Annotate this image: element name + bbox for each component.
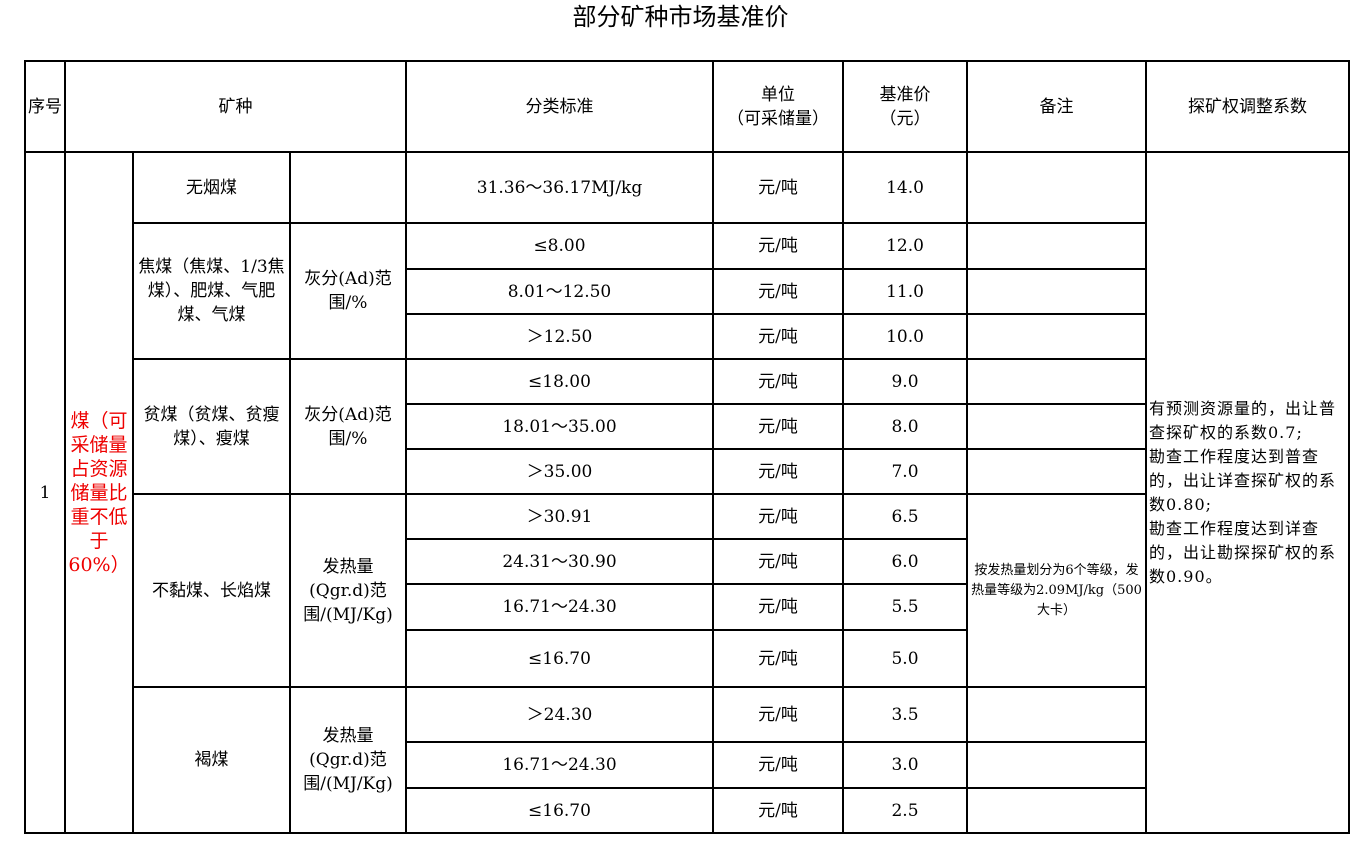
unit-cell: 元/吨 xyxy=(712,448,844,495)
criterion: 发热量(Qgr.d)范围/(MJ/Kg) xyxy=(289,686,407,834)
unit-cell: 元/吨 xyxy=(712,222,844,270)
header-remark: 备注 xyxy=(966,60,1147,153)
table-row: 18.01～35.00 元/吨 8.0 xyxy=(25,403,1349,450)
remark-cell xyxy=(966,222,1147,270)
price-cell: 12.0 xyxy=(842,222,968,270)
unit-cell: 元/吨 xyxy=(712,538,844,585)
standard-cell: ≤16.70 xyxy=(405,787,714,834)
criterion xyxy=(289,151,407,224)
seq-cell: 1 xyxy=(24,151,66,834)
price-cell: 6.0 xyxy=(842,538,968,585)
remark-cell xyxy=(966,787,1147,834)
header-unit: 单位 （可采储量） xyxy=(712,60,844,153)
standard-cell: 16.71～24.30 xyxy=(405,741,714,789)
price-cell: 11.0 xyxy=(842,268,968,315)
price-cell: 10.0 xyxy=(842,313,968,360)
table-row: 16.71～24.30 元/吨 5.5 xyxy=(25,583,1349,631)
criterion: 发热量(Qgr.d)范围/(MJ/Kg) xyxy=(289,493,407,688)
standard-cell: ≤16.70 xyxy=(405,629,714,688)
table-row: 24.31～30.90 元/吨 6.0 xyxy=(25,538,1349,585)
mineral-name: 贫煤（贫煤、贫瘦煤）、瘦煤 xyxy=(132,358,291,495)
remark-note: 按发热量划分为6个等级，发热量等级为2.09MJ/kg（500大卡） xyxy=(966,493,1147,688)
table-row: 1 煤（可采储量占资源储量比重不低于60%） 无烟煤 31.36～36.17MJ/kg… xyxy=(24,151,1350,834)
unit-cell: 元/吨 xyxy=(712,358,844,405)
table-row: 褐煤 发热量(Qgr.d)范围/(MJ/Kg) ＞24.30 元/吨 3.5 xyxy=(25,686,1349,834)
price-cell: 3.5 xyxy=(842,686,968,743)
table-row: ＞12.50 元/吨 10.0 xyxy=(25,313,1349,360)
header-mineral: 矿种 xyxy=(64,60,407,153)
table-row: ≤16.70 元/吨 2.5 xyxy=(25,787,1349,834)
standard-cell: ≤8.00 xyxy=(405,222,714,270)
standard-cell: 31.36～36.17MJ/kg xyxy=(405,151,714,224)
standard-cell: ＞35.00 xyxy=(405,448,714,495)
table-row: ＞35.00 元/吨 7.0 xyxy=(25,448,1349,495)
price-cell: 5.0 xyxy=(842,629,968,688)
standard-cell: 16.71～24.30 xyxy=(405,583,714,631)
remark-cell xyxy=(966,358,1147,405)
standard-cell: ＞24.30 xyxy=(405,686,714,743)
mineral-name: 焦煤（焦煤、1/3焦煤）、肥煤、气肥煤、气煤 xyxy=(132,222,291,360)
unit-cell: 元/吨 xyxy=(712,583,844,631)
price-cell: 7.0 xyxy=(842,448,968,495)
price-cell: 2.5 xyxy=(842,787,968,834)
unit-cell: 元/吨 xyxy=(712,787,844,834)
table-row: 不黏煤、长焰煤 发热量(Qgr.d)范围/(MJ/Kg) ＞30.91 元/吨 6.5 按… xyxy=(25,493,1349,688)
unit-cell: 元/吨 xyxy=(712,313,844,360)
price-cell: 14.0 xyxy=(842,151,968,224)
standard-cell: ≤18.00 xyxy=(405,358,714,405)
unit-cell: 元/吨 xyxy=(712,493,844,540)
header-seq: 序号 xyxy=(24,60,66,153)
coef-cell: 有预测资源量的，出让普查探矿权的系数0.7; 勘查工作程度达到普查的，出让详查探… xyxy=(1145,151,1350,834)
remark-cell xyxy=(966,151,1147,224)
table-row: ≤16.70 元/吨 5.0 xyxy=(25,629,1349,688)
header-standard: 分类标准 xyxy=(405,60,714,153)
table-row: 焦煤（焦煤、1/3焦煤）、肥煤、气肥煤、气煤 灰分(Ad)范围/% ≤8.00 元/吨… xyxy=(25,222,1349,360)
table-row: 贫煤（贫煤、贫瘦煤）、瘦煤 灰分(Ad)范围/% ≤18.00 元/吨 9.0 xyxy=(25,358,1349,495)
category-cell: 煤（可采储量占资源储量比重不低于60%） xyxy=(64,151,134,834)
standard-cell: ＞12.50 xyxy=(405,313,714,360)
unit-cell: 元/吨 xyxy=(712,268,844,315)
unit-cell: 元/吨 xyxy=(712,403,844,450)
remark-cell xyxy=(966,403,1147,450)
remark-cell xyxy=(966,741,1147,789)
remark-cell xyxy=(966,686,1147,743)
header-row: 序号 矿种 分类标准 单位 （可采储量） 基准价 （元） 备注 探矿权调整系数 xyxy=(24,60,1350,153)
header-coef: 探矿权调整系数 xyxy=(1145,60,1350,153)
criterion: 灰分(Ad)范围/% xyxy=(289,222,407,360)
standard-cell: 18.01～35.00 xyxy=(405,403,714,450)
unit-cell: 元/吨 xyxy=(712,686,844,743)
standard-cell: 24.31～30.90 xyxy=(405,538,714,585)
price-cell: 8.0 xyxy=(842,403,968,450)
page-title: 部分矿种市场基准价 xyxy=(572,3,789,31)
price-cell: 5.5 xyxy=(842,583,968,631)
standard-cell: ＞30.91 xyxy=(405,493,714,540)
remark-cell xyxy=(966,268,1147,315)
price-cell: 6.5 xyxy=(842,493,968,540)
standard-cell: 8.01～12.50 xyxy=(405,268,714,315)
unit-cell: 元/吨 xyxy=(712,629,844,688)
table-row: 8.01～12.50 元/吨 11.0 xyxy=(25,268,1349,315)
unit-cell: 元/吨 xyxy=(712,151,844,224)
price-cell: 9.0 xyxy=(842,358,968,405)
table-row: 16.71～24.30 元/吨 3.0 xyxy=(25,741,1349,789)
criterion: 灰分(Ad)范围/% xyxy=(289,358,407,495)
mineral-name: 无烟煤 xyxy=(132,151,291,224)
remark-cell xyxy=(966,448,1147,495)
mineral-name: 不黏煤、长焰煤 xyxy=(132,493,291,688)
remark-cell xyxy=(966,313,1147,360)
mineral-name: 褐煤 xyxy=(132,686,291,834)
price-table: 序号 矿种 分类标准 单位 （可采储量） 基准价 （元） 备注 探矿权调整系数 … xyxy=(24,60,1350,834)
header-price: 基准价 （元） xyxy=(842,60,968,153)
unit-cell: 元/吨 xyxy=(712,741,844,789)
price-cell: 3.0 xyxy=(842,741,968,789)
